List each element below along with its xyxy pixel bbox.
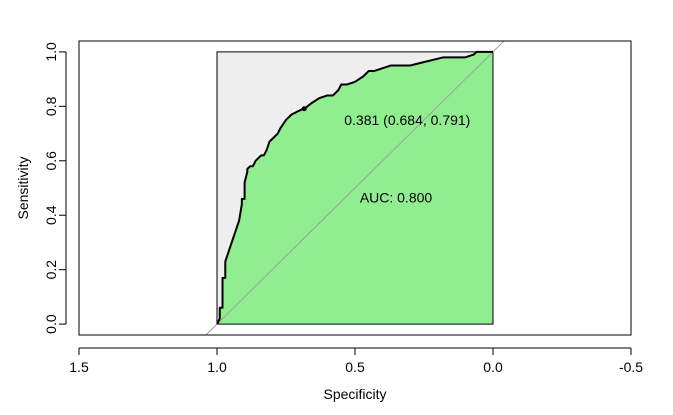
y-axis-label: Sensitivity (15, 156, 31, 219)
x-tick-label: 0.0 (483, 359, 503, 375)
x-tick-label: 1.0 (207, 359, 227, 375)
y-axis: 0.0 0.2 0.4 0.6 0.8 1.0 (43, 42, 67, 334)
y-tick-label: 0.2 (43, 260, 59, 280)
diagonal-reference-line (205, 41, 505, 335)
plot-content (205, 41, 505, 335)
unit-square-outline (216, 51, 494, 325)
y-tick-label: 0.0 (43, 314, 59, 334)
x-tick-label: -0.5 (619, 359, 643, 375)
plot-border (78, 40, 632, 336)
auc-label: AUC: 0.800 (360, 190, 433, 206)
x-tick-label: 0.5 (345, 359, 365, 375)
x-axis-label: Specificity (323, 386, 386, 402)
roc-curve-line (216, 50, 493, 325)
y-tick-label: 0.6 (43, 151, 59, 171)
y-tick-label: 0.8 (43, 96, 59, 116)
threshold-label: 0.381 (0.684, 0.791) (344, 112, 470, 128)
y-tick-label: 1.0 (43, 42, 59, 62)
y-tick-label: 0.4 (43, 205, 59, 225)
x-axis: 1.5 1.0 0.5 0.0 -0.5 (69, 347, 643, 375)
x-tick-label: 1.5 (69, 359, 89, 375)
threshold-point (301, 106, 307, 112)
plot-area (205, 41, 505, 335)
